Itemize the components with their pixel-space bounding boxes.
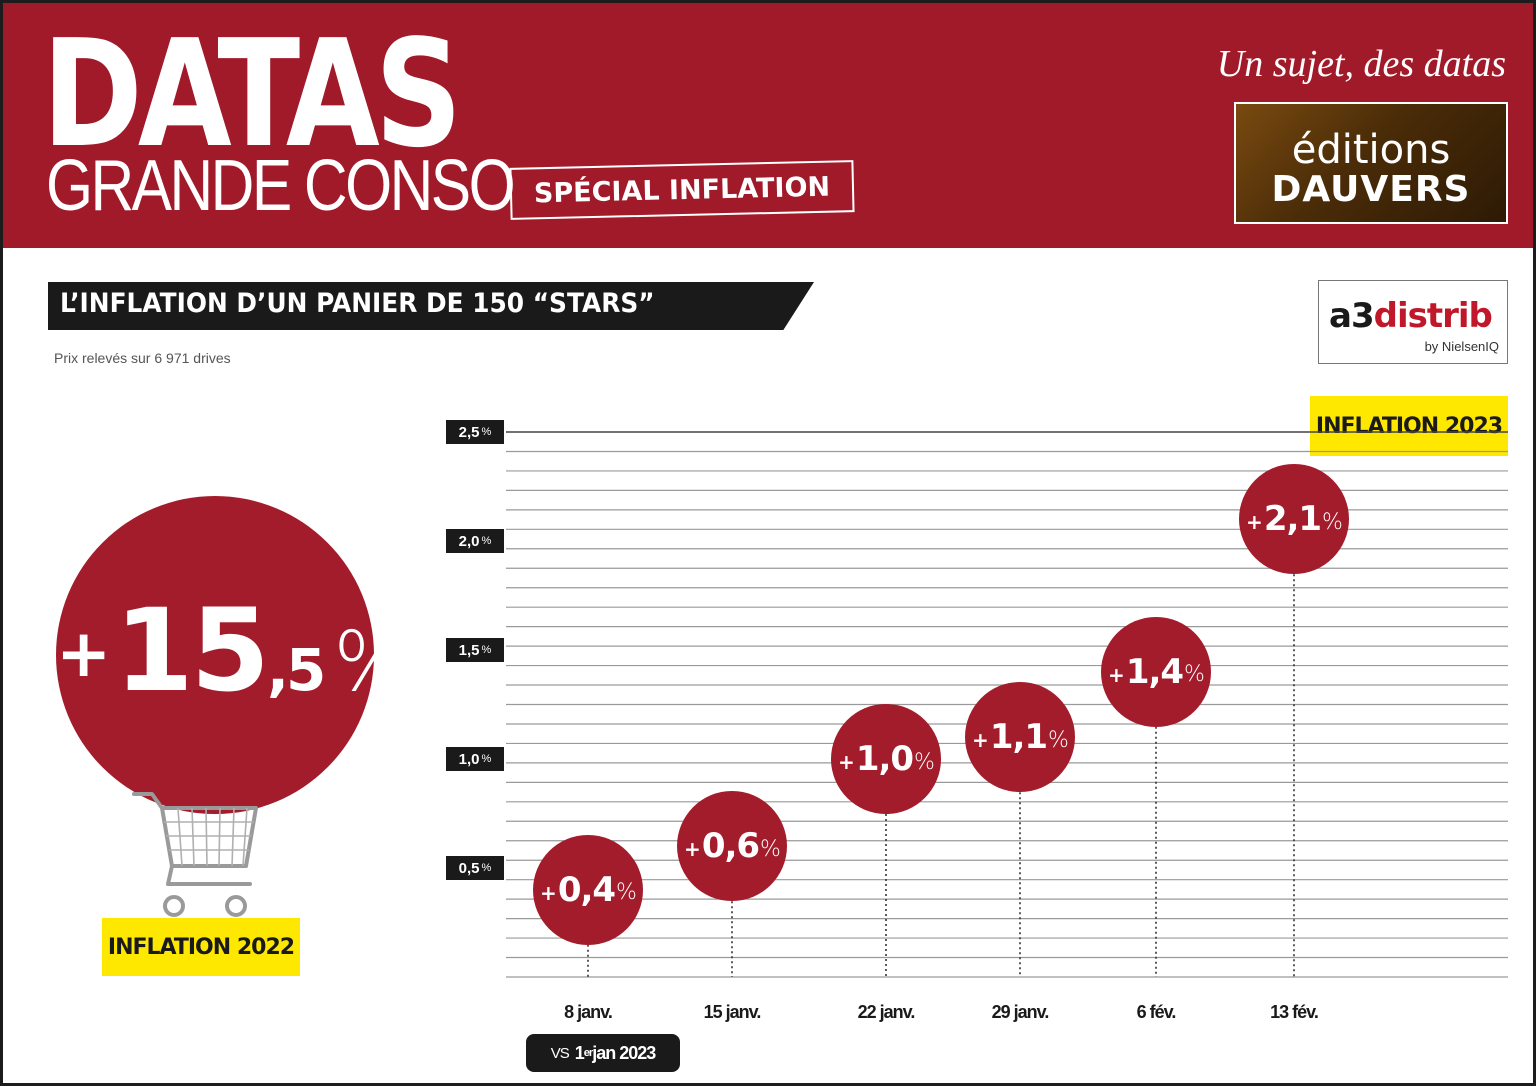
data-label-plus: + — [838, 750, 855, 774]
y-tick-label: 1,0% — [446, 747, 504, 771]
data-point-bubble: +1,0% — [831, 704, 941, 814]
x-tick-label: 13 fév. — [1270, 1002, 1319, 1022]
y-tick-value: 2,0 — [458, 532, 480, 550]
y-tick-unit: % — [481, 426, 492, 438]
y-tick-value: 2,5 — [458, 423, 480, 441]
publisher-logo-line1: éditions — [1291, 127, 1451, 173]
y-tick-value: 0,5 — [458, 859, 480, 877]
y-tick-value: 1,0 — [458, 750, 480, 768]
data-label-unit: % — [616, 880, 637, 906]
data-label-value: 1,1 — [989, 717, 1048, 758]
x-tick-label: 6 fév. — [1136, 1002, 1177, 1022]
x-tick-label: 15 janv. — [703, 1002, 762, 1022]
data-label-value: 0,6 — [701, 826, 760, 867]
data-point-bubble: +1,4% — [1101, 616, 1211, 727]
inflation-2022-circle — [56, 496, 374, 814]
baseline-badge-vs: VS — [550, 1044, 570, 1062]
data-label-plus: + — [540, 880, 557, 905]
data-label-unit: % — [1322, 509, 1343, 535]
brand-subtitle: GRANDE CONSO — [46, 146, 516, 226]
data-label-unit: % — [1048, 727, 1069, 753]
data-label-value: 2,1 — [1263, 499, 1322, 540]
y-tick-value: 1,5 — [458, 641, 480, 659]
publisher-logo: éditions DAUVERS — [1234, 102, 1508, 224]
x-tick-label: 8 janv. — [564, 1002, 613, 1022]
inflation-2023-label: INFLATION 2023 — [1310, 396, 1508, 456]
shopping-cart-icon — [132, 792, 258, 917]
inflation-2022-pct: % — [333, 615, 411, 710]
data-label-unit: % — [1184, 662, 1205, 688]
y-tick-label: 0,5% — [446, 856, 504, 880]
baseline-badge-date: 1 — [574, 1042, 585, 1063]
data-label-value: 1,4 — [1125, 651, 1184, 692]
inflation-2022-dec: ,5 — [266, 636, 326, 704]
a3distrib-byline: by NielsenIQ — [1424, 339, 1499, 354]
section-title: L’INFLATION D’UN PANIER DE 150 “STARS” — [60, 288, 655, 319]
data-point-bubble: +1,1% — [965, 682, 1075, 793]
a3distrib-logo-distrib: distrib — [1373, 296, 1493, 336]
data-label-unit: % — [914, 749, 935, 775]
inflation-2022-label: INFLATION 2022 — [102, 918, 300, 976]
tagline: Un sujet, des datas — [1216, 43, 1506, 85]
x-tick-label: 29 janv. — [991, 1002, 1050, 1022]
inflation-2022-int: 15 — [114, 584, 270, 717]
y-tick-unit: % — [481, 753, 492, 765]
y-tick-label: 1,5% — [446, 638, 504, 662]
data-point-bubble: +0,6% — [677, 791, 787, 902]
y-tick-label: 2,5% — [446, 420, 504, 444]
data-label-value: 1,0 — [855, 739, 914, 779]
data-label-value: 0,4 — [557, 869, 616, 910]
x-tick-label: 22 janv. — [857, 1002, 916, 1022]
y-tick-unit: % — [481, 862, 492, 874]
a3distrib-logo: a3distrib by NielsenIQ — [1318, 280, 1508, 364]
data-point-bubble: +2,1% — [1239, 464, 1349, 575]
baseline-badge-rest: jan 2023 — [592, 1042, 656, 1063]
a3distrib-logo-name: a3distrib — [1329, 296, 1493, 336]
source-note: Prix relevés sur 6 971 drives — [54, 350, 231, 366]
baseline-badge: VS 1 er jan 2023 — [526, 1034, 680, 1072]
inflation-2022-value: +15,5% — [56, 584, 411, 717]
y-tick-unit: % — [481, 644, 492, 656]
data-label-plus: + — [972, 728, 989, 753]
brand-title: DATAS — [42, 8, 462, 180]
inflation-2022-plus: + — [56, 615, 111, 692]
y-tick-unit: % — [481, 535, 492, 547]
data-label-plus: + — [1108, 662, 1125, 687]
y-tick-label: 2,0% — [446, 529, 504, 553]
section-title-bar — [48, 282, 814, 330]
header-banner: DATAS GRANDE CONSO SPÉCIAL INFLATION Un … — [0, 0, 1536, 248]
data-label-unit: % — [760, 836, 781, 862]
data-point-bubble: +0,4% — [533, 834, 643, 945]
publisher-logo-line2: DAUVERS — [1271, 169, 1471, 210]
data-label-plus: + — [1246, 510, 1263, 535]
data-label-plus: + — [684, 837, 701, 862]
a3distrib-logo-a3: a3 — [1329, 296, 1375, 336]
baseline-badge-sup: er — [583, 1047, 593, 1059]
